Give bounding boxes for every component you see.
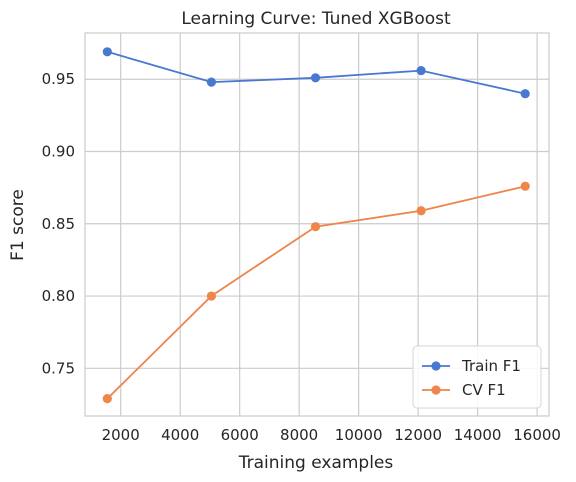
legend-label-cv-f1: CV F1	[462, 381, 506, 399]
x-tick-label: 4000	[161, 426, 199, 444]
x-tick-label: 12000	[394, 426, 442, 444]
x-tick-label: 14000	[454, 426, 502, 444]
train-f1-point	[102, 47, 112, 57]
train-f1-point	[310, 73, 321, 83]
cv-f1-point	[520, 181, 530, 191]
y-tick-label: 0.80	[42, 287, 75, 305]
y-tick-label: 0.90	[42, 143, 75, 161]
cv-f1-point	[206, 291, 217, 301]
x-tick-label: 10000	[335, 426, 383, 444]
y-tick-label: 0.85	[42, 215, 75, 233]
cv-f1-point	[102, 394, 112, 404]
cv-f1-point	[416, 206, 426, 216]
legend-label-train-f1: Train F1	[461, 357, 521, 375]
y-tick-label: 0.95	[42, 70, 75, 88]
x-tick-label: 2000	[102, 426, 140, 444]
cv-f1-point	[310, 222, 321, 232]
y-axis-label: F1 score	[8, 189, 28, 261]
train-f1-series	[102, 47, 530, 99]
plot-area-frame	[84, 32, 550, 417]
x-tick-label: 8000	[280, 426, 318, 444]
legend: Train F1 CV F1	[412, 345, 542, 409]
data-series	[102, 47, 530, 404]
x-tick-label: 16000	[513, 426, 561, 444]
x-axis-label: Training examples	[238, 453, 394, 473]
train-f1-point	[416, 65, 426, 76]
y-axis-ticks: 0.75 0.80 0.85 0.90 0.95	[42, 70, 75, 377]
y-tick-label: 0.75	[42, 359, 75, 377]
train-f1-point	[206, 77, 217, 87]
x-axis-ticks: 2000 4000 6000 8000 10000 12000 14000 16000	[102, 426, 561, 444]
cv-f1-series	[102, 181, 530, 404]
legend-marker-cv-f1	[431, 385, 441, 395]
legend-box	[412, 345, 542, 409]
legend-marker-train-f1	[431, 361, 441, 371]
x-tick-label: 6000	[221, 426, 259, 444]
chart-title: Learning Curve: Tuned XGBoost	[181, 9, 451, 29]
train-f1-point	[520, 89, 530, 99]
